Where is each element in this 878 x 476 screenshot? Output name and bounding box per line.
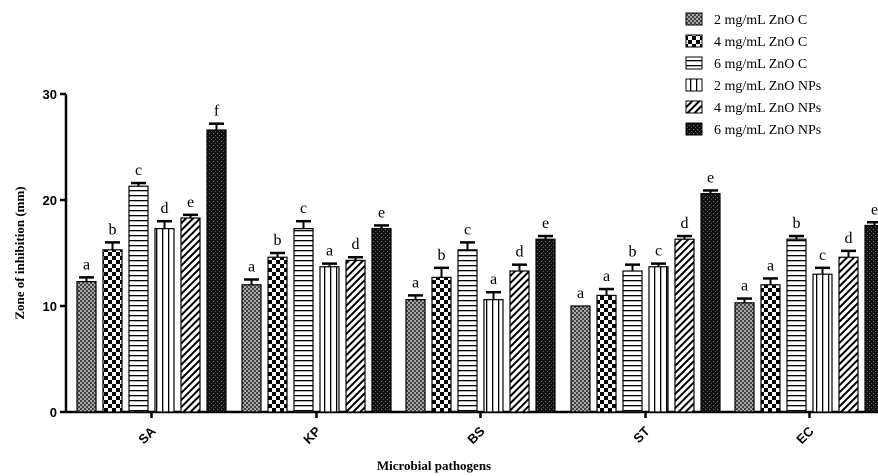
bar xyxy=(812,273,833,413)
legend-label: 6 mg/mL ZnO C xyxy=(714,57,807,72)
bar xyxy=(864,224,878,413)
bar xyxy=(596,294,617,413)
legend-swatch xyxy=(685,100,703,114)
bar xyxy=(431,276,452,413)
bar xyxy=(700,193,721,413)
bar xyxy=(483,299,504,413)
bar xyxy=(648,266,669,413)
significance-letter: e xyxy=(707,169,714,186)
significance-letter: b xyxy=(438,247,446,264)
significance-letter: d xyxy=(161,200,169,217)
significance-letter: a xyxy=(326,243,333,260)
bars: a b c d e f a b c a d e a b c a d e a a b c d e a a b c d e xyxy=(76,103,878,413)
bar xyxy=(509,270,530,413)
x-tick-label: ST xyxy=(630,423,652,445)
bar xyxy=(102,249,123,413)
significance-letter: d xyxy=(681,215,689,232)
legend-swatch xyxy=(685,122,703,136)
bar xyxy=(457,249,478,413)
significance-letter: c xyxy=(300,200,307,217)
significance-letter: c xyxy=(464,221,471,238)
bar xyxy=(535,238,556,413)
bar xyxy=(319,266,340,413)
significance-letter: a xyxy=(577,285,584,302)
significance-letter: c xyxy=(819,247,826,264)
bar xyxy=(293,228,314,413)
bar xyxy=(76,281,97,413)
significance-letter: b xyxy=(109,221,117,238)
bar xyxy=(345,259,366,413)
y-tick-label: 30 xyxy=(43,87,57,102)
bar xyxy=(154,228,175,413)
bar xyxy=(674,238,695,413)
significance-letter: d xyxy=(352,236,360,253)
significance-letter: a xyxy=(490,271,497,288)
x-tick-label: EC xyxy=(793,423,817,447)
legend-label: 4 mg/mL ZnO C xyxy=(714,35,807,50)
bar xyxy=(734,302,755,413)
significance-letter: f xyxy=(214,103,220,120)
x-tick-label: BS xyxy=(464,423,488,447)
legend-label: 2 mg/mL ZnO C xyxy=(714,13,807,28)
significance-letter: c xyxy=(135,162,142,179)
legend-swatch xyxy=(685,12,703,26)
bar xyxy=(570,305,591,413)
bar xyxy=(405,299,426,413)
legend-label: 4 mg/mL ZnO NPs xyxy=(714,101,821,116)
bar xyxy=(206,129,227,413)
legend-swatch xyxy=(685,56,703,70)
significance-letter: d xyxy=(516,244,524,261)
legend-swatch xyxy=(685,34,703,48)
significance-letter: e xyxy=(542,215,549,232)
legend-label: 6 mg/mL ZnO NPs xyxy=(714,123,821,138)
significance-letter: a xyxy=(603,268,610,285)
significance-letter: c xyxy=(655,243,662,260)
significance-letter: e xyxy=(871,201,878,218)
legend-swatch xyxy=(685,78,703,92)
bar xyxy=(760,284,781,413)
significance-letter: a xyxy=(412,274,419,291)
significance-letter: d xyxy=(845,230,853,247)
x-tick-label: SA xyxy=(135,423,159,447)
y-tick-label: 10 xyxy=(43,299,57,314)
significance-letter: a xyxy=(767,257,774,274)
bar xyxy=(241,284,262,413)
bar xyxy=(371,228,392,413)
bar xyxy=(622,270,643,413)
bar xyxy=(180,217,201,413)
bar xyxy=(128,185,149,413)
bar xyxy=(267,256,288,413)
significance-letter: a xyxy=(83,256,90,273)
bar xyxy=(786,238,807,413)
x-axis-title: Microbial pathogens xyxy=(377,458,491,473)
significance-letter: a xyxy=(248,259,255,276)
significance-letter: b xyxy=(274,232,282,249)
bar xyxy=(838,256,859,413)
x-tick-label: KP xyxy=(300,423,324,447)
legend: 2 mg/mL ZnO C 4 mg/mL ZnO C 6 mg/mL ZnO C 2… xyxy=(685,12,821,138)
y-tick-label: 20 xyxy=(43,193,57,208)
y-tick-label: 0 xyxy=(50,405,57,420)
y-axis-title: Zone of inhibition (mm) xyxy=(12,186,27,319)
legend-label: 2 mg/mL ZnO NPs xyxy=(714,79,821,94)
significance-letter: e xyxy=(378,204,385,221)
significance-letter: e xyxy=(187,194,194,211)
significance-letter: b xyxy=(629,244,637,261)
significance-letter: a xyxy=(741,278,748,295)
significance-letter: b xyxy=(793,215,801,232)
